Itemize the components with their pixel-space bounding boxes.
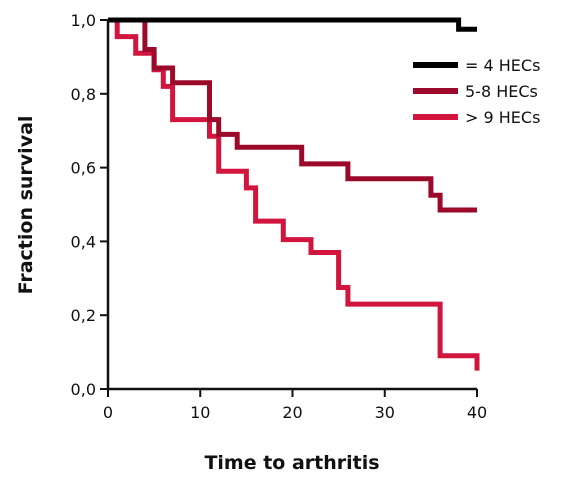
series-line-3 <box>108 17 480 371</box>
legend-label-2: 5-8 HECs <box>465 82 538 101</box>
x-tick-label: 0 <box>103 403 113 422</box>
survival-curves <box>108 17 480 371</box>
y-tick-label: 0,2 <box>71 306 96 325</box>
series-line-1 <box>108 17 477 32</box>
y-axis-title: Fraction survival <box>15 116 37 295</box>
legend-label-1: = 4 HECs <box>465 56 540 75</box>
y-tick-label: 1,0 <box>71 11 96 30</box>
y-tick-label: 0,4 <box>71 232 96 251</box>
y-tick-label: 0,0 <box>71 380 96 399</box>
legend: = 4 HECs 5-8 HECs > 9 HECs <box>413 56 540 127</box>
y-tick-label: 0,8 <box>71 85 96 104</box>
axis-ticks: 0 10 20 30 40 0,0 0,2 0,4 0,6 0,8 1,0 <box>71 11 488 422</box>
x-tick-label: 10 <box>190 403 210 422</box>
x-tick-label: 40 <box>467 403 487 422</box>
x-tick-label: 20 <box>282 403 302 422</box>
legend-label-3: > 9 HECs <box>465 108 540 127</box>
y-tick-label: 0,6 <box>71 159 96 178</box>
series-line-2 <box>108 17 477 213</box>
x-axis-title: Time to arthritis <box>204 452 379 474</box>
x-tick-label: 30 <box>375 403 395 422</box>
